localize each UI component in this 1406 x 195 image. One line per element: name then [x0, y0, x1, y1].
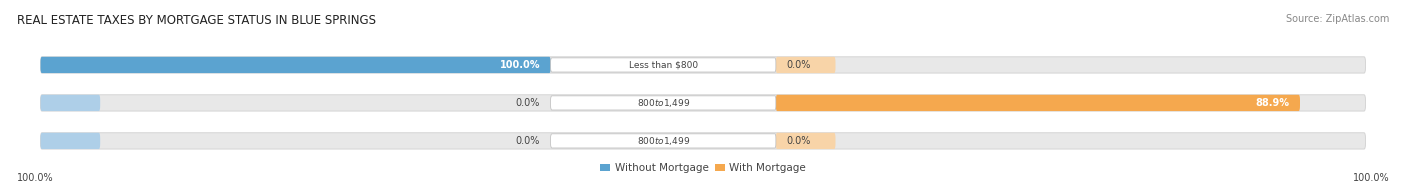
FancyBboxPatch shape	[41, 57, 1365, 73]
FancyBboxPatch shape	[776, 133, 835, 149]
FancyBboxPatch shape	[41, 57, 551, 73]
FancyBboxPatch shape	[551, 96, 776, 110]
Text: 100.0%: 100.0%	[1353, 173, 1389, 183]
Legend: Without Mortgage, With Mortgage: Without Mortgage, With Mortgage	[596, 159, 810, 177]
FancyBboxPatch shape	[41, 133, 1365, 149]
Text: $800 to $1,499: $800 to $1,499	[637, 97, 690, 109]
Text: 0.0%: 0.0%	[786, 136, 811, 146]
FancyBboxPatch shape	[41, 95, 1365, 111]
Text: Less than $800: Less than $800	[628, 60, 697, 69]
FancyBboxPatch shape	[551, 58, 776, 72]
Text: 0.0%: 0.0%	[786, 60, 811, 70]
Text: 0.0%: 0.0%	[516, 98, 540, 108]
Text: 100.0%: 100.0%	[499, 60, 540, 70]
Text: 100.0%: 100.0%	[17, 173, 53, 183]
Text: Source: ZipAtlas.com: Source: ZipAtlas.com	[1285, 14, 1389, 24]
FancyBboxPatch shape	[776, 57, 835, 73]
Text: $800 to $1,499: $800 to $1,499	[637, 135, 690, 147]
FancyBboxPatch shape	[41, 133, 100, 149]
Text: 88.9%: 88.9%	[1256, 98, 1289, 108]
Text: 0.0%: 0.0%	[516, 136, 540, 146]
FancyBboxPatch shape	[41, 95, 100, 111]
Text: REAL ESTATE TAXES BY MORTGAGE STATUS IN BLUE SPRINGS: REAL ESTATE TAXES BY MORTGAGE STATUS IN …	[17, 14, 375, 27]
FancyBboxPatch shape	[776, 95, 1301, 111]
FancyBboxPatch shape	[551, 134, 776, 148]
